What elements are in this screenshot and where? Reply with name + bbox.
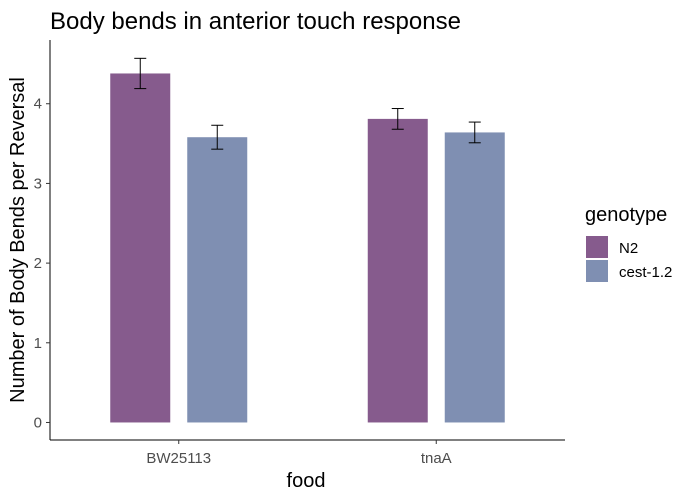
bars-group [110, 73, 505, 423]
y-tick-label: 3 [34, 175, 42, 192]
bar [444, 132, 505, 423]
x-tick-label: tnaA [421, 450, 452, 467]
y-axis-title: Number of Body Bends per Reversal [7, 77, 29, 403]
bar [367, 118, 428, 423]
y-ticks-group: 0 1 2 3 4 [34, 96, 50, 431]
error-bars-group [134, 57, 481, 150]
x-ticks-group: BW25113 tnaA [146, 440, 452, 467]
legend-label: N2 [619, 240, 638, 257]
bar [110, 73, 171, 423]
x-axis-title: food [287, 470, 326, 492]
legend-label: cest-1.2 [619, 264, 672, 281]
y-tick-label: 0 [34, 414, 42, 431]
legend-title: genotype [585, 204, 667, 226]
y-tick-label: 4 [34, 96, 42, 113]
y-tick-label: 1 [34, 335, 42, 352]
chart-title: Body bends in anterior touch response [50, 8, 461, 35]
legend-swatch [586, 260, 608, 282]
bar [187, 137, 248, 423]
y-tick-label: 2 [34, 255, 42, 272]
legend: N2 cest-1.2 [586, 236, 672, 282]
x-tick-label: BW25113 [146, 450, 211, 467]
legend-swatch [586, 236, 608, 258]
